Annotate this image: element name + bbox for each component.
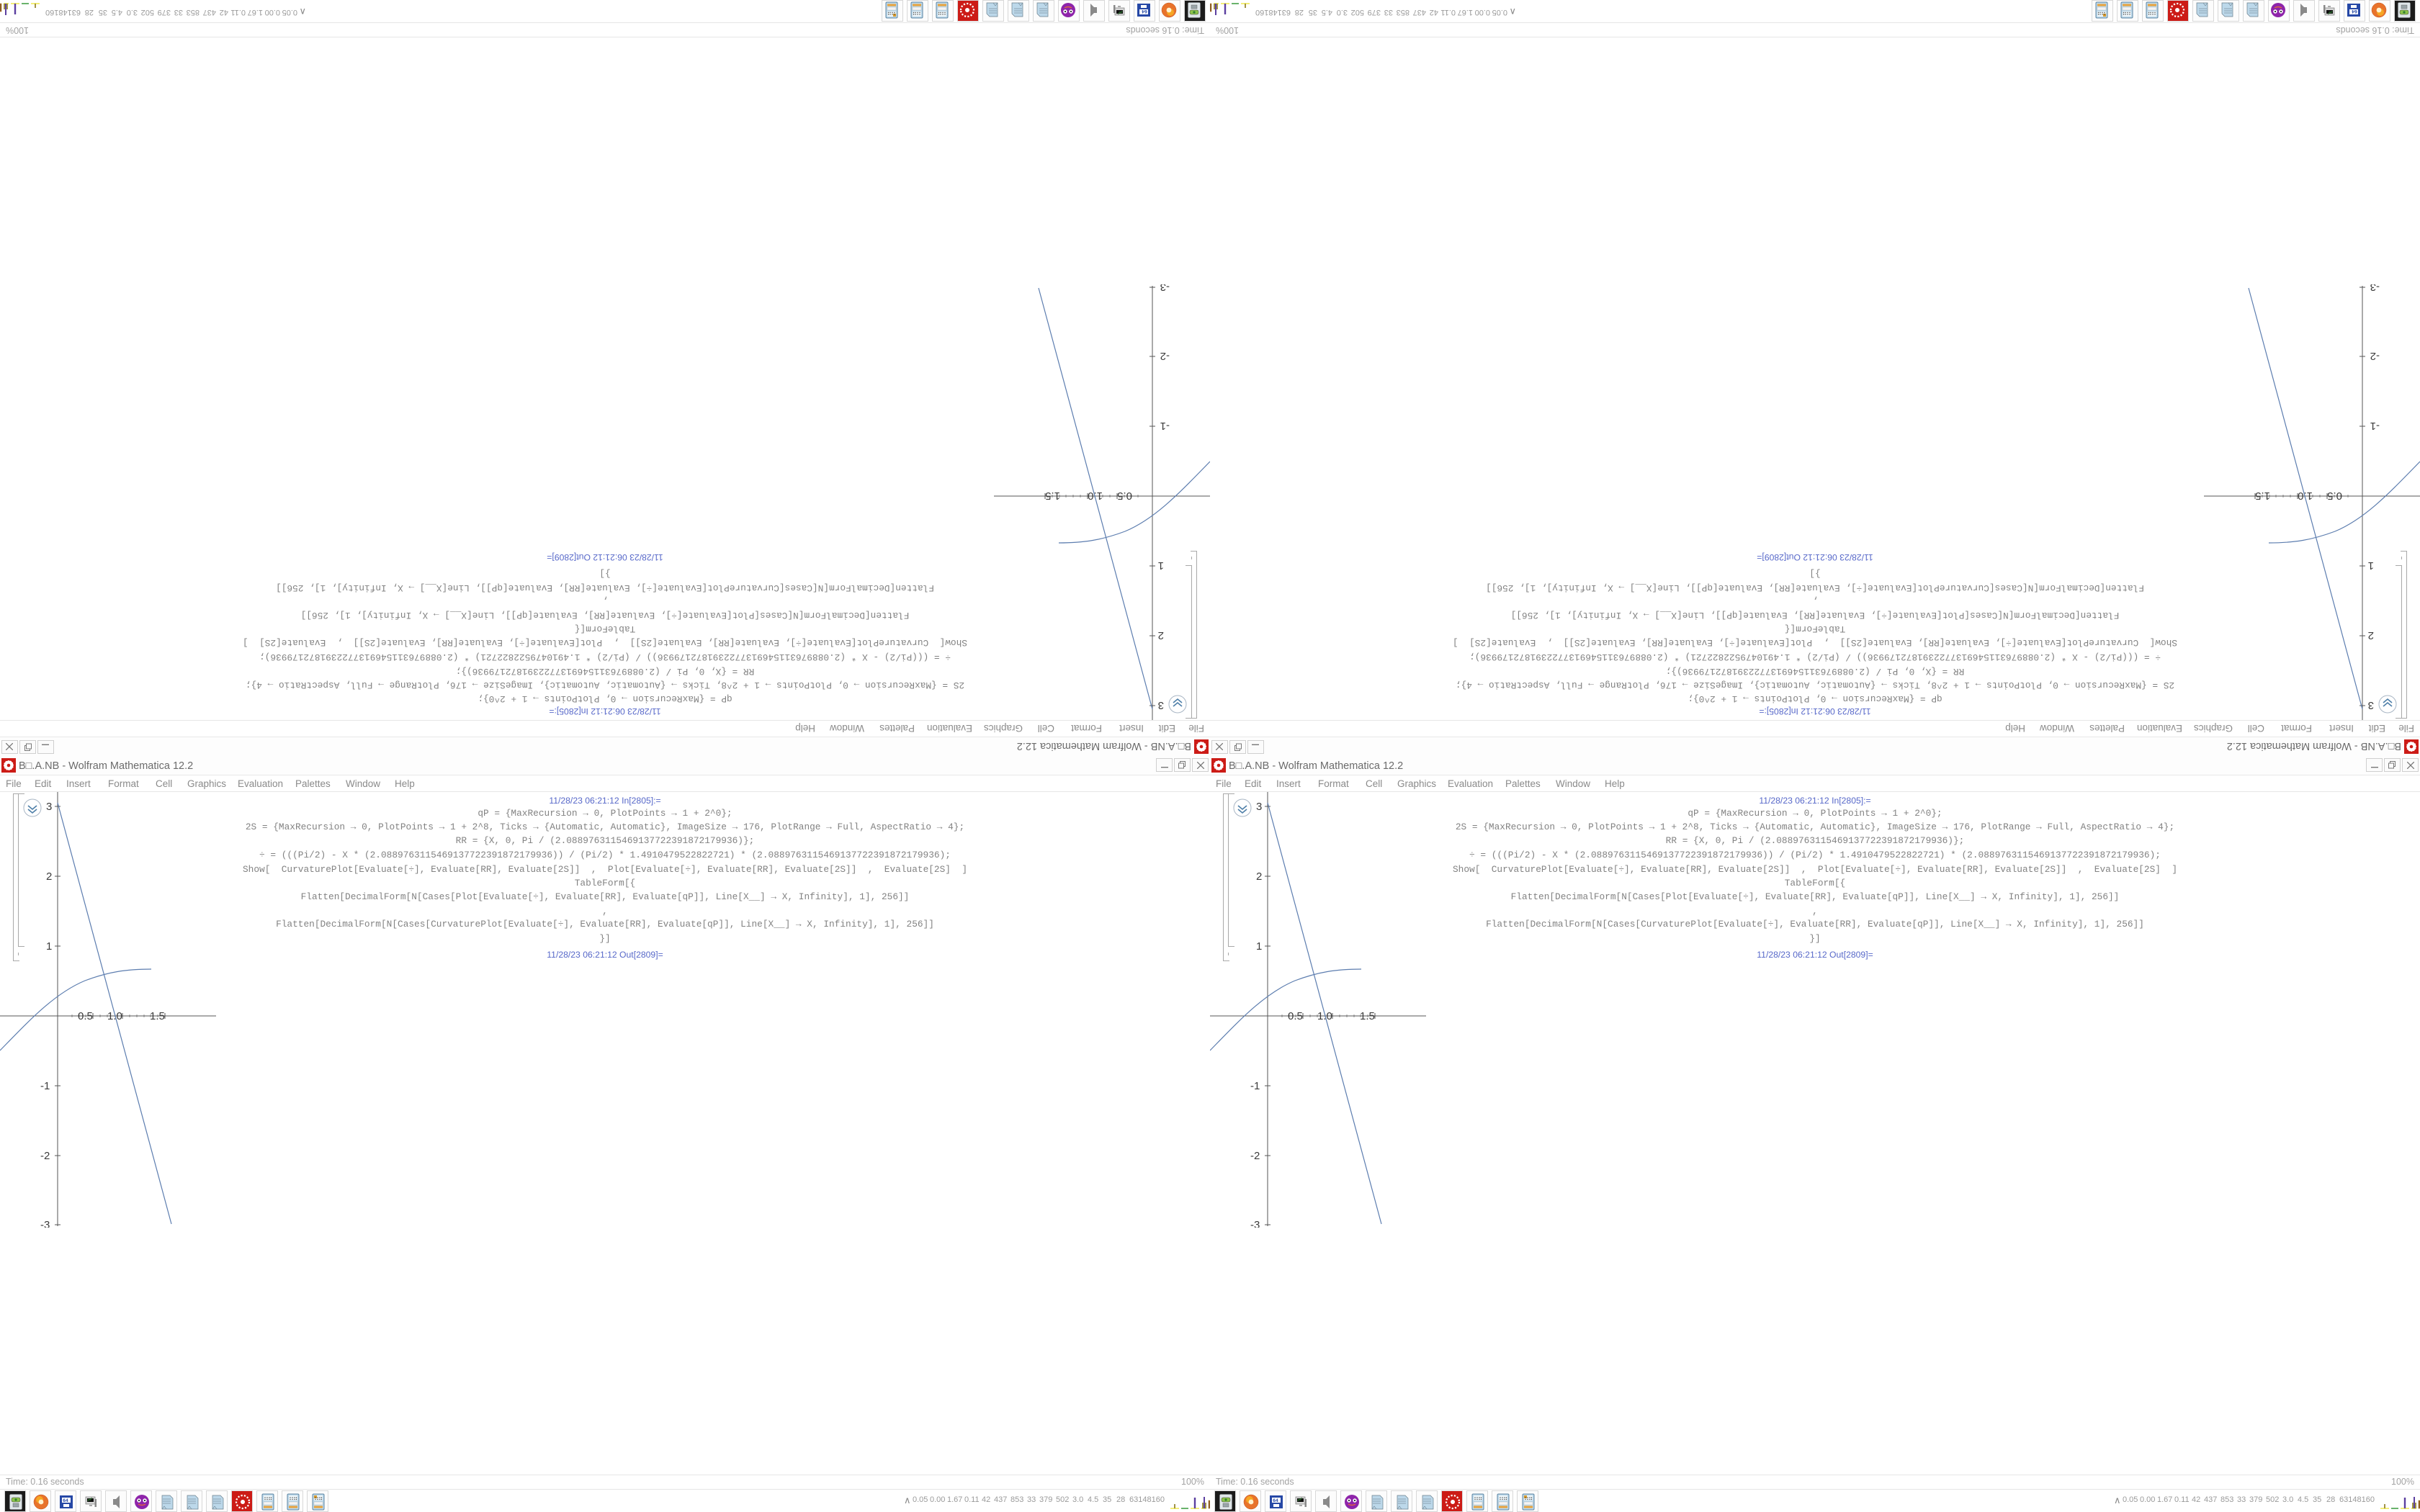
svg-text:64: 64 [1142, 9, 1147, 14]
svg-text:1.5: 1.5 [150, 1010, 165, 1022]
svg-text:1.5: 1.5 [1360, 1010, 1375, 1022]
svg-text:-2: -2 [2370, 350, 2380, 362]
svg-text:-3: -3 [1250, 1219, 1260, 1228]
svg-text:-1: -1 [40, 1080, 50, 1092]
svg-text:0.5: 0.5 [2327, 490, 2342, 502]
svg-text:1.5: 1.5 [2255, 490, 2270, 502]
svg-text:-1: -1 [2370, 420, 2380, 432]
svg-text:1.0: 1.0 [107, 1010, 122, 1022]
svg-text:1.5: 1.5 [1045, 490, 1060, 502]
svg-text:-3: -3 [1160, 284, 1170, 293]
svg-text:0.5: 0.5 [1117, 490, 1132, 502]
svg-text:64: 64 [63, 1498, 68, 1503]
svg-text:-2: -2 [1250, 1150, 1260, 1162]
svg-text:-1: -1 [1250, 1080, 1260, 1092]
svg-text:64: 64 [2352, 9, 2357, 14]
svg-text:1.0: 1.0 [2298, 490, 2313, 502]
svg-text:-3: -3 [2370, 284, 2380, 293]
svg-text:0.5: 0.5 [1288, 1010, 1303, 1022]
svg-text:-2: -2 [40, 1150, 50, 1162]
svg-text:-1: -1 [1160, 420, 1170, 432]
svg-text:1.0: 1.0 [1317, 1010, 1332, 1022]
svg-text:64: 64 [1273, 1498, 1278, 1503]
svg-text:-3: -3 [40, 1219, 50, 1228]
svg-text:-2: -2 [1160, 350, 1170, 362]
svg-text:0.5: 0.5 [78, 1010, 93, 1022]
svg-text:1.0: 1.0 [1088, 490, 1103, 502]
